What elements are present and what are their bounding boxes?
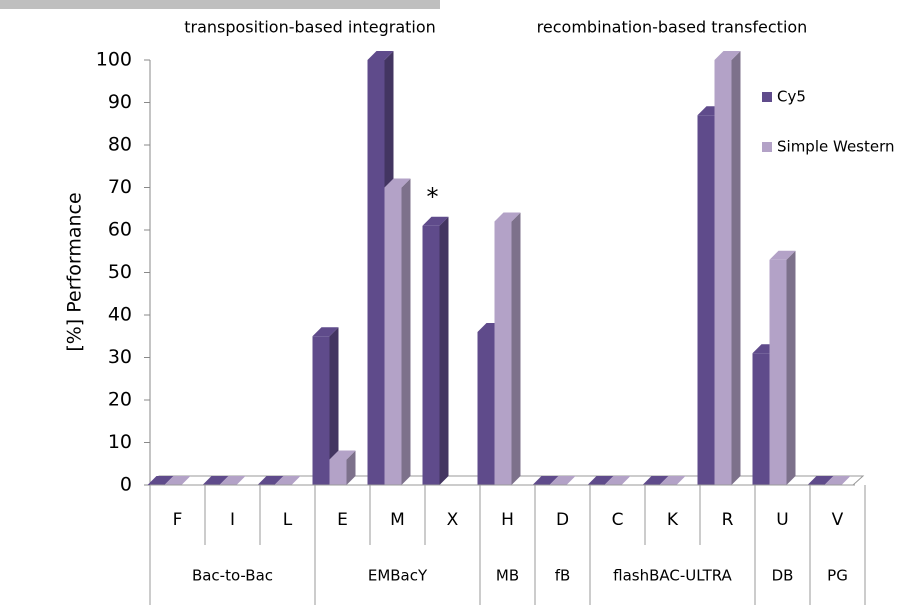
y-tick-label: 20 xyxy=(108,389,132,411)
bar-top xyxy=(824,476,851,485)
bar-top xyxy=(807,476,834,485)
y-tick-label: 30 xyxy=(108,346,132,368)
group-label: DB xyxy=(772,567,794,585)
x-tick-label: K xyxy=(667,510,679,530)
bar-top xyxy=(494,212,521,222)
legend-swatch xyxy=(762,142,772,152)
bar-top xyxy=(659,476,686,485)
bar-top xyxy=(714,51,741,60)
y-tick-label: 60 xyxy=(108,219,132,241)
bar-top xyxy=(604,476,631,485)
bar-side xyxy=(511,212,521,485)
x-tick-label: R xyxy=(722,510,734,530)
x-tick-label: X xyxy=(447,510,459,530)
x-tick-label: V xyxy=(832,510,844,530)
bar-top xyxy=(202,476,229,485)
legend-label: Cy5 xyxy=(777,88,806,106)
bar xyxy=(384,187,402,485)
legend-label: Simple Western xyxy=(777,138,895,156)
bar-top xyxy=(219,476,246,485)
annotation: transposition-based integration xyxy=(184,18,436,37)
bar xyxy=(752,353,770,485)
bar xyxy=(494,221,512,485)
bar xyxy=(769,259,787,485)
y-tick-label: 100 xyxy=(96,49,132,71)
legend-swatch xyxy=(762,92,772,102)
bar-side xyxy=(731,51,741,485)
bar xyxy=(477,332,495,485)
bar-top xyxy=(367,51,394,60)
x-tick-label: M xyxy=(390,510,405,530)
bar-side xyxy=(439,216,449,485)
bar xyxy=(329,459,347,485)
bar-top xyxy=(147,476,174,485)
group-label: Bac-to-Bac xyxy=(192,567,273,585)
group-label: PG xyxy=(827,567,848,585)
bar-top xyxy=(769,250,796,260)
bar xyxy=(367,60,385,485)
x-tick-label: D xyxy=(556,510,569,530)
bar-top xyxy=(164,476,191,485)
y-tick-label: 40 xyxy=(108,304,132,326)
annotation: * xyxy=(427,183,439,211)
bar-side xyxy=(346,450,356,485)
bar xyxy=(714,60,732,485)
bar-side xyxy=(401,178,411,485)
bar-top xyxy=(587,476,614,485)
bar-top xyxy=(532,476,559,485)
group-label: flashBAC-ULTRA xyxy=(613,567,732,585)
bar-top xyxy=(329,450,356,460)
bar-top xyxy=(642,476,669,485)
y-tick-label: 80 xyxy=(108,134,132,156)
x-tick-label: F xyxy=(173,510,183,530)
x-tick-label: U xyxy=(776,510,788,530)
bar-top xyxy=(257,476,284,485)
x-tick-label: H xyxy=(501,510,514,530)
group-label: EMBacY xyxy=(368,567,428,585)
bar-top xyxy=(422,216,449,226)
header-bar xyxy=(0,0,440,9)
y-tick-label: 70 xyxy=(108,176,132,198)
y-axis-label: [%] Performance xyxy=(64,192,86,351)
y-tick-label: 0 xyxy=(120,474,132,496)
x-tick-label: L xyxy=(283,510,293,530)
y-tick-label: 90 xyxy=(108,91,132,113)
x-tick-label: C xyxy=(612,510,624,530)
bar xyxy=(312,336,330,485)
x-tick-label: I xyxy=(230,510,235,530)
bar xyxy=(422,225,440,485)
annotation: recombination-based transfection xyxy=(537,18,808,37)
bar xyxy=(697,115,715,485)
bar-top xyxy=(549,476,576,485)
bar-top xyxy=(384,178,411,188)
bar-side xyxy=(786,250,796,485)
bar-top xyxy=(274,476,301,485)
group-label: MB xyxy=(496,567,519,585)
y-tick-label: 50 xyxy=(108,261,132,283)
group-label: fB xyxy=(555,567,571,585)
bar-top xyxy=(312,327,339,337)
y-tick-label: 10 xyxy=(108,431,132,453)
x-tick-label: E xyxy=(337,510,348,530)
bar-side xyxy=(329,327,339,485)
